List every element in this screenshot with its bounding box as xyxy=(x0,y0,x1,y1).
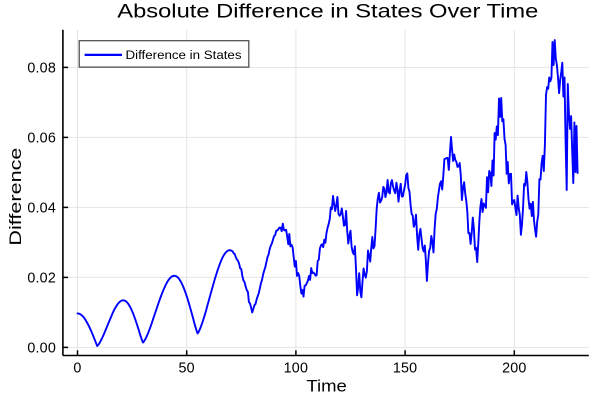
svg-text:Difference: Difference xyxy=(6,148,25,246)
svg-text:Difference in States: Difference in States xyxy=(126,48,242,62)
svg-text:100: 100 xyxy=(284,360,308,376)
svg-text:0.04: 0.04 xyxy=(27,201,56,217)
svg-text:0: 0 xyxy=(73,360,81,376)
svg-text:200: 200 xyxy=(502,360,526,376)
svg-text:Time: Time xyxy=(306,376,347,395)
svg-text:0.08: 0.08 xyxy=(27,61,56,77)
svg-text:150: 150 xyxy=(393,360,417,376)
svg-text:0.00: 0.00 xyxy=(27,341,56,357)
svg-text:0.02: 0.02 xyxy=(27,271,56,287)
svg-text:50: 50 xyxy=(179,360,195,376)
svg-text:Absolute Difference in States: Absolute Difference in States Over Time xyxy=(117,2,538,23)
svg-text:0.06: 0.06 xyxy=(27,131,56,147)
